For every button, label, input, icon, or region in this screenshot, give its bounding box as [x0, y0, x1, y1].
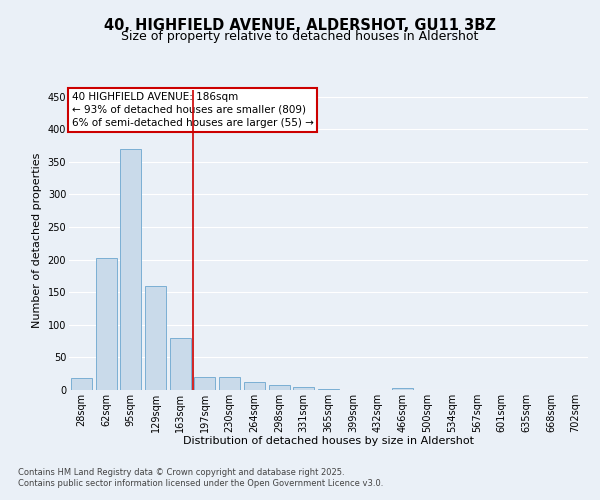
Text: 40 HIGHFIELD AVENUE: 186sqm
← 93% of detached houses are smaller (809)
6% of sem: 40 HIGHFIELD AVENUE: 186sqm ← 93% of det… [71, 92, 313, 128]
Text: 40, HIGHFIELD AVENUE, ALDERSHOT, GU11 3BZ: 40, HIGHFIELD AVENUE, ALDERSHOT, GU11 3B… [104, 18, 496, 32]
Bar [170, 338, 191, 390]
Bar [269, 386, 290, 390]
Y-axis label: Number of detached properties: Number of detached properties [32, 152, 42, 328]
Bar [120, 148, 141, 390]
Bar [194, 377, 215, 390]
X-axis label: Distribution of detached houses by size in Aldershot: Distribution of detached houses by size … [183, 436, 474, 446]
Text: Size of property relative to detached houses in Aldershot: Size of property relative to detached ho… [121, 30, 479, 43]
Bar [392, 388, 413, 390]
Bar [293, 388, 314, 390]
Text: Contains HM Land Registry data © Crown copyright and database right 2025.
Contai: Contains HM Land Registry data © Crown c… [18, 468, 383, 487]
Bar [219, 377, 240, 390]
Bar [145, 286, 166, 390]
Bar [71, 378, 92, 390]
Bar [95, 258, 116, 390]
Bar [244, 382, 265, 390]
